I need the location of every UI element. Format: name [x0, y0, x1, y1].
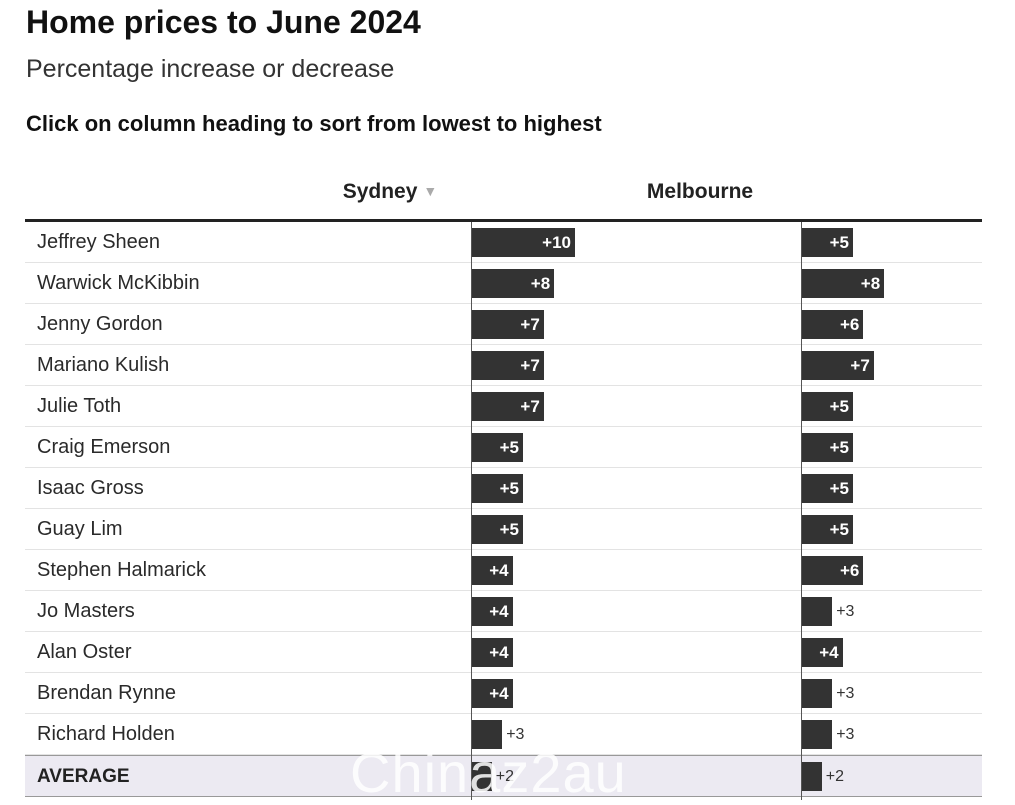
forecaster-name: Isaac Gross	[37, 477, 144, 499]
table-row: Warwick McKibbin +8 +8	[25, 263, 982, 304]
sydney-value-label: +5	[499, 438, 519, 457]
sydney-value-label: +4	[489, 684, 509, 703]
sydney-bar: +7	[471, 310, 544, 339]
melbourne-bar: +7	[801, 351, 874, 380]
table-row: Craig Emerson +5 +5	[25, 427, 982, 468]
melbourne-value-label: +6	[840, 315, 860, 334]
forecaster-name: Jeffrey Sheen	[37, 231, 161, 253]
sydney-value-label: +7	[520, 315, 540, 334]
table-row: Jeffrey Sheen +10 +5	[25, 222, 982, 263]
forecaster-name: Mariano Kulish	[37, 354, 170, 376]
chart-title: Home prices to June 2024	[26, 4, 421, 40]
melbourne-value-label: +4	[819, 643, 839, 662]
melbourne-bar: +5	[801, 474, 853, 503]
table-row: Alan Oster +4 +4	[25, 632, 982, 673]
chart-subtitle: Percentage increase or decrease	[26, 55, 395, 83]
data-table: Jeffrey Sheen +10 +5 Warwick McKibbin +8 +8 Je…	[25, 222, 982, 797]
melbourne-value-label: +6	[840, 561, 860, 580]
melbourne-bar	[801, 762, 822, 791]
sydney-value-label: +7	[520, 356, 540, 375]
forecaster-name: Guay Lim	[37, 518, 123, 540]
forecaster-name: Stephen Halmarick	[37, 559, 206, 581]
sydney-bar: +7	[471, 351, 544, 380]
sydney-bar: +4	[471, 679, 513, 708]
table-row: Mariano Kulish +7 +7	[25, 345, 982, 386]
sydney-heading-label: Sydney	[342, 180, 418, 203]
sydney-bar: +4	[471, 597, 513, 626]
sort-instruction: Click on column heading to sort from low…	[26, 111, 602, 136]
table-row: Stephen Halmarick +4 +6	[25, 550, 982, 591]
sydney-value-label: +5	[499, 520, 519, 539]
melbourne-value-label: +7	[850, 356, 870, 375]
melbourne-value-label: +3	[836, 726, 855, 743]
melbourne-bar	[801, 679, 833, 708]
forecaster-name: Brendan Rynne	[37, 682, 176, 704]
melbourne-value-label: +3	[836, 685, 855, 702]
table-row: Brendan Rynne +4 +3	[25, 673, 982, 714]
sydney-value-label: +4	[489, 643, 509, 662]
melbourne-bar	[801, 597, 833, 626]
sydney-value-label: +7	[520, 397, 540, 416]
melbourne-value-label: +5	[829, 479, 849, 498]
melbourne-bar: +6	[801, 310, 864, 339]
average-label: AVERAGE	[37, 766, 130, 787]
table-row: Jenny Gordon +7 +6	[25, 304, 982, 345]
melbourne-value-label: +8	[860, 274, 881, 293]
melbourne-heading-label: Melbourne	[646, 180, 754, 203]
sydney-value-label: +10	[542, 233, 571, 252]
table-row: Isaac Gross +5 +5	[25, 468, 982, 509]
sydney-bar: +8	[471, 269, 555, 298]
melbourne-value-label: +5	[829, 233, 849, 252]
sort-descending-icon: ▼	[423, 183, 438, 199]
melbourne-bar	[801, 720, 833, 749]
melbourne-column-heading[interactable]: Melbourne	[600, 180, 800, 204]
melbourne-bar: +5	[801, 228, 853, 257]
melbourne-axis-line	[801, 222, 802, 800]
sydney-value-label: +4	[489, 602, 509, 621]
sydney-bar: +5	[471, 433, 523, 462]
melbourne-value-label: +3	[836, 603, 855, 620]
table-row: Jo Masters +4 +3	[25, 591, 982, 632]
melbourne-bar: +5	[801, 433, 853, 462]
forecaster-name: Alan Oster	[37, 641, 132, 663]
sydney-value-label: +4	[489, 561, 509, 580]
melbourne-bar: +5	[801, 392, 853, 421]
forecaster-name: Julie Toth	[37, 395, 122, 417]
sydney-bar: +10	[471, 228, 575, 257]
sydney-bar	[471, 762, 492, 791]
sydney-bar: +4	[471, 638, 513, 667]
sydney-bar: +4	[471, 556, 513, 585]
sydney-value-label: +2	[495, 768, 515, 785]
forecaster-name: Craig Emerson	[37, 436, 171, 458]
forecaster-name: Jo Masters	[37, 600, 135, 622]
sydney-axis-line	[471, 222, 472, 800]
melbourne-bar: +8	[801, 269, 885, 298]
sydney-value-label: +3	[506, 726, 525, 743]
forecaster-name: Richard Holden	[37, 723, 175, 745]
table-row: Julie Toth +7 +5	[25, 386, 982, 427]
sydney-value-label: +8	[530, 274, 551, 293]
sydney-bar: +7	[471, 392, 544, 421]
sydney-value-label: +5	[499, 479, 519, 498]
forecaster-name: Warwick McKibbin	[37, 272, 200, 294]
average-row: AVERAGE +2 +2	[25, 755, 982, 797]
melbourne-value-label: +5	[829, 520, 849, 539]
melbourne-bar: +5	[801, 515, 853, 544]
header-divider	[25, 219, 982, 222]
table-row: Richard Holden +3 +3	[25, 714, 982, 755]
melbourne-bar: +6	[801, 556, 864, 585]
forecaster-name: Jenny Gordon	[37, 313, 163, 335]
sydney-bar: +5	[471, 515, 523, 544]
table-row: Guay Lim +5 +5	[25, 509, 982, 550]
sydney-bar	[471, 720, 503, 749]
melbourne-value-label: +5	[829, 438, 849, 457]
sydney-column-heading[interactable]: Sydney ▼	[300, 180, 480, 204]
melbourne-value-label: +5	[829, 397, 849, 416]
sydney-bar: +5	[471, 474, 523, 503]
melbourne-bar: +4	[801, 638, 843, 667]
melbourne-value-label: +2	[825, 768, 845, 785]
